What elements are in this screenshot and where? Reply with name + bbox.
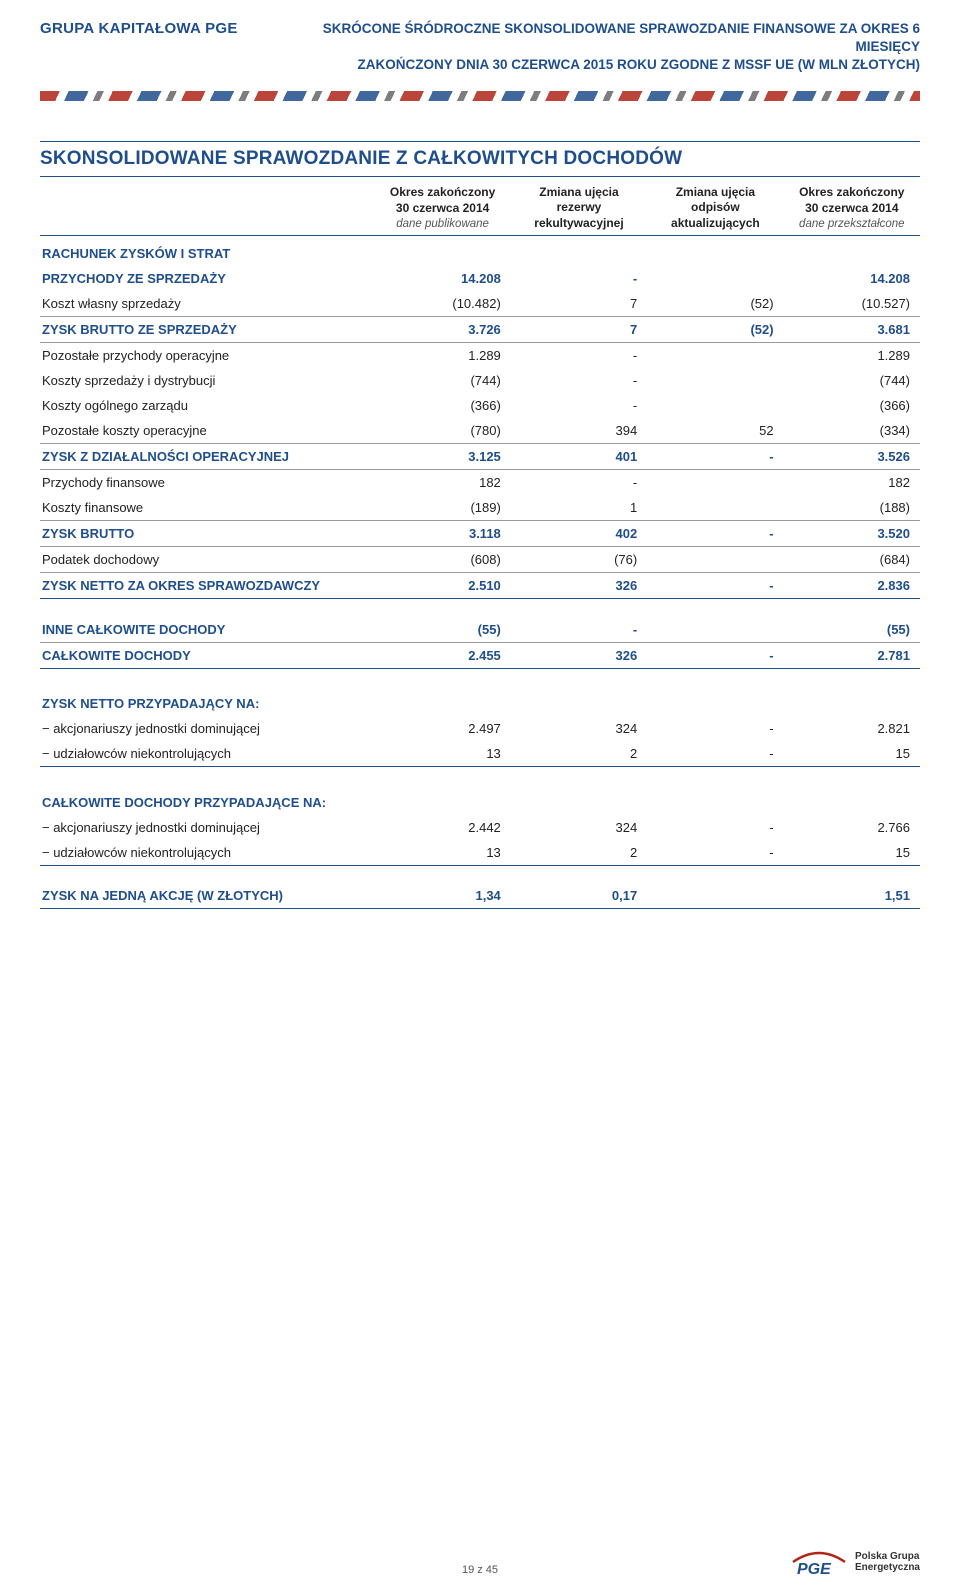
row-akcj-dom1: − akcjonariuszy jednostki dominującej 2.… bbox=[40, 716, 920, 741]
row-poz-koszty-oper: Pozostałe koszty operacyjne (780) 394 52… bbox=[40, 418, 920, 443]
row-zysk-dzial-oper: ZYSK Z DZIAŁALNOŚCI OPERACYJNEJ 3.125 40… bbox=[40, 444, 920, 470]
footer-logo: PGE Polska Grupa Energetyczna bbox=[791, 1548, 920, 1576]
col-header-1: Okres zakończony 30 czerwca 2014 dane pu… bbox=[374, 177, 510, 236]
row-zysk-netto-okres: ZYSK NETTO ZA OKRES SPRAWOZDAWCZY 2.510 … bbox=[40, 573, 920, 599]
row-zysk-brutto: ZYSK BRUTTO 3.118 402 - 3.520 bbox=[40, 521, 920, 547]
row-koszty-sprz-dystr: Koszty sprzedaży i dystrybucji (744) - (… bbox=[40, 368, 920, 393]
row-koszty-fin: Koszty finansowe (189) 1 (188) bbox=[40, 495, 920, 520]
svg-text:PGE: PGE bbox=[797, 1561, 832, 1576]
row-udz-niekon2: − udziałowców niekontrolujących 13 2 - 1… bbox=[40, 840, 920, 865]
col-header-4: Okres zakończony 30 czerwca 2014 dane pr… bbox=[784, 177, 920, 236]
row-zysk-akcja: ZYSK NA JEDNĄ AKCJĘ (W ZŁOTYCH) 1,34 0,1… bbox=[40, 883, 920, 908]
row-podatek: Podatek dochodowy (608) (76) (684) bbox=[40, 547, 920, 573]
row-poz-przych-oper: Pozostałe przychody operacyjne 1.289 - 1… bbox=[40, 343, 920, 369]
row-koszty-og-zarz: Koszty ogólnego zarządu (366) - (366) bbox=[40, 393, 920, 418]
header-stripe bbox=[40, 91, 920, 101]
page-header: GRUPA KAPITAŁOWA PGE SKRÓCONE ŚRÓDROCZNE… bbox=[40, 20, 920, 87]
col-header-2: Zmiana ujęcia rezerwy rekultywacyjnej bbox=[511, 177, 647, 236]
row-przychody-sprz: PRZYCHODY ZE SPRZEDAŻY 14.208 - 14.208 bbox=[40, 266, 920, 291]
footer-logo-text: Polska Grupa Energetyczna bbox=[855, 1551, 920, 1574]
row-calk-doch: CAŁKOWITE DOCHODY 2.455 326 - 2.781 bbox=[40, 642, 920, 668]
row-rachunek: RACHUNEK ZYSKÓW I STRAT bbox=[40, 236, 920, 267]
row-przych-fin: Przychody finansowe 182 - 182 bbox=[40, 470, 920, 496]
section-title: SKONSOLIDOWANE SPRAWOZDANIE Z CAŁKOWITYC… bbox=[40, 141, 920, 177]
col-header-3: Zmiana ujęcia odpisów aktualizujących bbox=[647, 177, 783, 236]
table-header-row: Okres zakończony 30 czerwca 2014 dane pu… bbox=[40, 177, 920, 236]
row-zysk-brutto-sprz: ZYSK BRUTTO ZE SPRZEDAŻY 3.726 7 (52) 3.… bbox=[40, 317, 920, 343]
row-akcj-dom2: − akcjonariuszy jednostki dominującej 2.… bbox=[40, 815, 920, 840]
pge-logo-icon: PGE bbox=[791, 1548, 847, 1576]
row-udz-niekon1: − udziałowców niekontrolujących 13 2 - 1… bbox=[40, 741, 920, 766]
page-footer: 19 z 45 PGE Polska Grupa Energetyczna bbox=[40, 1548, 920, 1576]
header-line1: SKRÓCONE ŚRÓDROCZNE SKONSOLIDOWANE SPRAW… bbox=[323, 21, 920, 54]
label-rachunek: RACHUNEK ZYSKÓW I STRAT bbox=[40, 236, 374, 267]
income-statement-table: Okres zakończony 30 czerwca 2014 dane pu… bbox=[40, 177, 920, 910]
page-number: 19 z 45 bbox=[462, 1564, 498, 1576]
header-company: GRUPA KAPITAŁOWA PGE bbox=[40, 20, 238, 37]
header-line2: ZAKOŃCZONY DNIA 30 CZERWCA 2015 ROKU ZGO… bbox=[357, 57, 920, 72]
row-calk-doch-przyp: CAŁKOWITE DOCHODY PRZYPADAJĄCE NA: bbox=[40, 785, 920, 815]
row-koszt-wlasny: Koszt własny sprzedaży (10.482) 7 (52) (… bbox=[40, 291, 920, 316]
row-inne-calk: INNE CAŁKOWITE DOCHODY (55) - (55) bbox=[40, 617, 920, 642]
row-zysk-netto-przyp: ZYSK NETTO PRZYPADAJĄCY NA: bbox=[40, 686, 920, 716]
header-report-title: SKRÓCONE ŚRÓDROCZNE SKONSOLIDOWANE SPRAW… bbox=[300, 20, 920, 75]
